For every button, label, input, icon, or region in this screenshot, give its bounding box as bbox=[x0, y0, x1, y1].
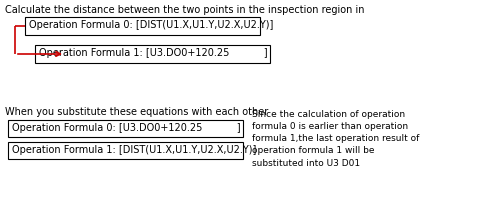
Bar bbox=[8, 142, 243, 159]
Bar bbox=[35, 45, 270, 63]
Bar bbox=[25, 17, 260, 35]
Text: Operation Formula 0: [DIST(U1.X,U1.Y,U2.X,U2.Y)]: Operation Formula 0: [DIST(U1.X,U1.Y,U2.… bbox=[29, 20, 273, 30]
Text: Calculate the distance between the two points in the inspection region in: Calculate the distance between the two p… bbox=[5, 5, 364, 15]
Bar bbox=[8, 120, 243, 137]
Text: Operation Formula 0: [U3.DO0+120.25           ]: Operation Formula 0: [U3.DO0+120.25 ] bbox=[12, 123, 241, 133]
Text: Since the calculation of operation
formula 0 is earlier than operation
formula 1: Since the calculation of operation formu… bbox=[252, 110, 419, 168]
Text: Operation Formula 1: [U3.DO0+120.25           ]: Operation Formula 1: [U3.DO0+120.25 ] bbox=[39, 48, 268, 58]
Text: Operation Formula 1: [DIST(U1.X,U1.Y,U2.X,U2.Y)]: Operation Formula 1: [DIST(U1.X,U1.Y,U2.… bbox=[12, 145, 256, 155]
Text: When you substitute these equations with each other: When you substitute these equations with… bbox=[5, 107, 268, 117]
